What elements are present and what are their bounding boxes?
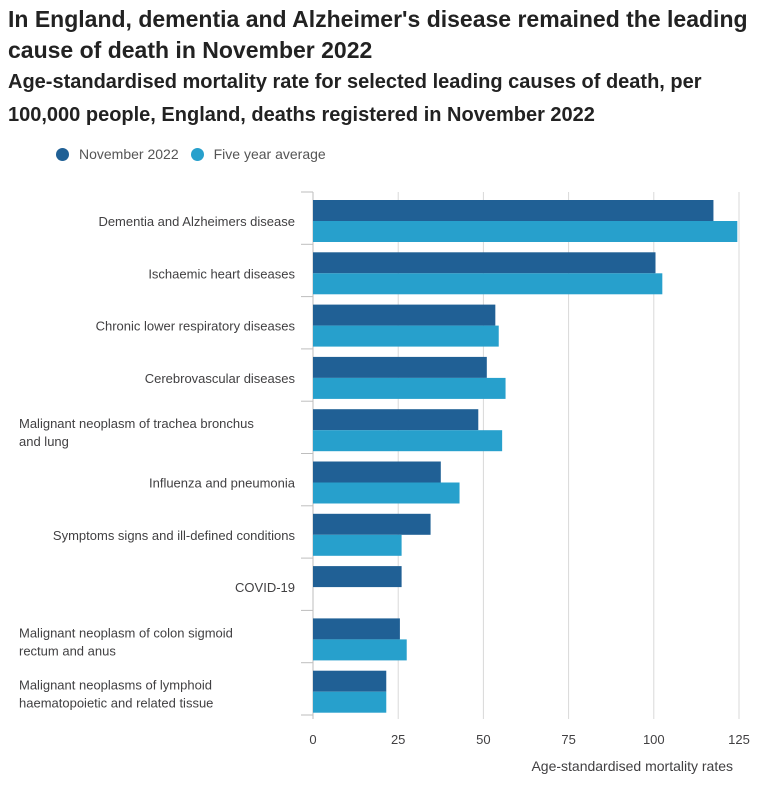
category-label-line: Symptoms signs and ill-defined condition… (53, 528, 296, 543)
legend-item-november-2022: November 2022 (56, 146, 179, 162)
bar-november-2022-covid-19 (313, 566, 402, 588)
bar-november-2022-dementia-and-alzheimers-disease (313, 200, 714, 221)
bar-five-year-average-influenza-and-pneumonia (313, 482, 460, 504)
x-tick-label-50: 50 (476, 732, 490, 747)
category-label-line: Ischaemic heart diseases (148, 266, 295, 281)
x-tick-label-75: 75 (561, 732, 575, 747)
legend-label-five-year-average: Five year average (213, 146, 326, 162)
legend-item-five-year-average: Five year average (190, 146, 326, 162)
bar-five-year-average-malignant-neoplasm-of-trachea-bronchus-and-lung (313, 430, 503, 452)
x-tick-label-100: 100 (643, 732, 665, 747)
category-label-malignant-neoplasm-of-colon-sigmoid-rectum-and-anus: Malignant neoplasm of colon sigmoid rectu… (19, 625, 233, 658)
legend-label-november-2022: November 2022 (79, 146, 179, 162)
category-label-malignant-neoplasm-of-trachea-bronchus-and-lung: Malignant neoplasm of trachea bronchus an… (19, 416, 254, 449)
bar-november-2022-malignant-neoplasm-of-colon-sigmoid-rectum-and-anus (313, 618, 400, 640)
category-label-line: haematopoietic and related tissue (19, 696, 213, 711)
category-label-line: Influenza and pneumonia (149, 476, 296, 491)
category-label-line: Malignant neoplasm of colon sigmoid (19, 625, 233, 640)
bar-november-2022-symptoms-signs-and-ill-defined-conditions (313, 513, 431, 535)
legend: November 2022 Five year average (56, 144, 338, 164)
bar-november-2022-malignant-neoplasm-of-trachea-bronchus-and-lung (313, 409, 479, 431)
category-label-line: and lung (19, 434, 69, 449)
x-tick-label-0: 0 (309, 732, 316, 747)
bar-five-year-average-cerebrovascular-diseases (313, 377, 506, 399)
category-label-cerebrovascular-diseases: Cerebrovascular diseases (145, 371, 296, 386)
legend-swatch-november-2022 (56, 147, 69, 161)
category-label-line: COVID-19 (235, 580, 295, 595)
bar-five-year-average-dementia-and-alzheimers-disease (313, 221, 738, 242)
category-label-line: Cerebrovascular diseases (145, 371, 296, 386)
category-label-malignant-neoplasms-of-lymphoid-haematopoietic-and-related-tissue: Malignant neoplasms of lymphoid haematopo… (19, 678, 213, 711)
bar-november-2022-cerebrovascular-diseases (313, 356, 487, 378)
bar-five-year-average-malignant-neoplasms-of-lymphoid-haematopoietic-and-related-tissue (313, 691, 387, 713)
x-tick-label-25: 25 (391, 732, 405, 747)
bar-november-2022-chronic-lower-respiratory-diseases (313, 304, 496, 326)
category-label-dementia-and-alzheimers-disease: Dementia and Alzheimers disease (98, 214, 295, 229)
category-label-line: Malignant neoplasm of trachea bronchus (19, 416, 254, 431)
bar-november-2022-malignant-neoplasms-of-lymphoid-haematopoietic-and-related-tissue (313, 670, 387, 692)
chart-title: In England, dementia and Alzheimer's dis… (8, 6, 748, 63)
category-label-ischaemic-heart-diseases: Ischaemic heart diseases (148, 266, 295, 281)
x-tick-label-125: 125 (728, 732, 750, 747)
category-label-symptoms-signs-and-ill-defined-conditions: Symptoms signs and ill-defined condition… (53, 528, 296, 543)
bar-five-year-average-symptoms-signs-and-ill-defined-conditions (313, 534, 402, 556)
category-label-line: Dementia and Alzheimers disease (98, 214, 295, 229)
category-label-line: Malignant neoplasms of lymphoid (19, 678, 212, 693)
category-label-covid-19: COVID-19 (235, 580, 295, 595)
chart-subtitle: Age-standardised mortality rate for sele… (8, 71, 702, 126)
category-label-line: Chronic lower respiratory diseases (96, 319, 296, 334)
bar-five-year-average-chronic-lower-respiratory-diseases (313, 325, 499, 347)
bar-november-2022-ischaemic-heart-diseases (313, 252, 656, 274)
bar-november-2022-influenza-and-pneumonia (313, 461, 441, 483)
category-label-chronic-lower-respiratory-diseases: Chronic lower respiratory diseases (96, 319, 296, 334)
legend-swatch-five-year-average (190, 147, 204, 161)
category-label-influenza-and-pneumonia: Influenza and pneumonia (149, 476, 296, 491)
category-label-line: rectum and anus (19, 643, 116, 658)
bar-five-year-average-malignant-neoplasm-of-colon-sigmoid-rectum-and-anus (313, 639, 407, 661)
x-axis-title: Age-standardised mortality rates (531, 758, 733, 774)
bar-five-year-average-ischaemic-heart-diseases (313, 273, 663, 295)
